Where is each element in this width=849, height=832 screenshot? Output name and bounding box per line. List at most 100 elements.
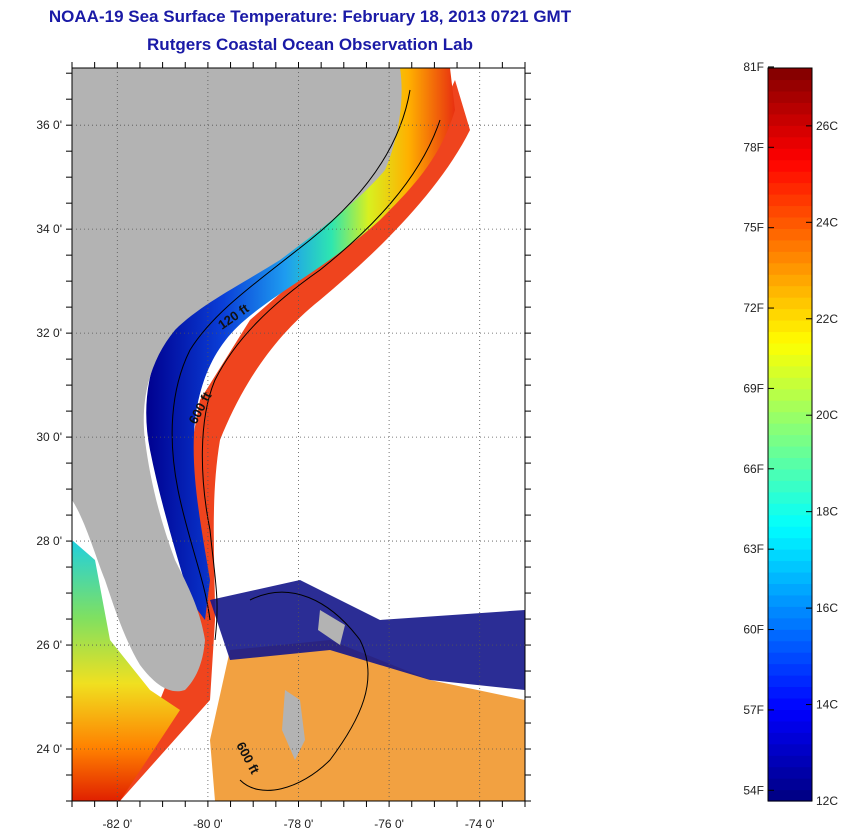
colorbar-band	[768, 411, 812, 424]
colorbar-band	[768, 743, 812, 756]
bahamas-island	[318, 610, 345, 645]
colorbar-band	[768, 239, 812, 252]
colorbar-band	[768, 159, 812, 172]
colorbar-band	[768, 136, 812, 149]
colorbar-band	[768, 789, 812, 802]
lon-tick-label: -78 0'	[284, 817, 314, 831]
colorbar-band	[768, 182, 812, 195]
colorbar-band	[768, 342, 812, 355]
axis-labels: 36 0' 34 0' 32 0' 30 0' 28 0' 26 0' 24 0' -82 0…	[36, 118, 494, 831]
colorbar-band	[768, 709, 812, 722]
colorbar-band	[768, 365, 812, 378]
celsius-label: 12C	[816, 794, 838, 808]
lon-tick-label: -76 0'	[374, 817, 404, 831]
sst-map: 120 ft 600 ft 600 ft 36 0'34 0'32 0'30 0…	[36, 62, 531, 831]
lon-tick-label: -82 0'	[102, 817, 132, 831]
colorbar-band	[768, 445, 812, 459]
colorbar-band	[768, 434, 812, 447]
celsius-label: 26C	[816, 119, 838, 133]
colorbar-band	[768, 697, 812, 710]
map-subtitle: Rutgers Coastal Ocean Observation Lab	[147, 35, 473, 54]
contour-600ft	[201, 119, 441, 641]
colorbar-band	[768, 732, 812, 745]
fahrenheit-label: 63F	[743, 542, 764, 556]
fahrenheit-label: 69F	[743, 381, 764, 395]
colorbar-band	[768, 251, 812, 264]
colorbar-band	[768, 457, 812, 470]
lat-tick-label: 24 0'	[36, 742, 62, 756]
colorbar-band	[768, 125, 812, 138]
colorbar-band	[768, 537, 812, 550]
colorbar-band	[768, 571, 812, 584]
fahrenheit-label: 78F	[743, 140, 764, 154]
colorbar-band	[768, 216, 812, 229]
fahrenheit-label: 72F	[743, 301, 764, 315]
colorbar-band	[768, 274, 812, 287]
colorbar-band	[768, 102, 812, 115]
shelf-water	[146, 68, 455, 620]
colorbar-band	[768, 617, 812, 630]
cold-patch-area	[210, 580, 525, 690]
colorbar-band	[768, 113, 812, 126]
map-title: NOAA-19 Sea Surface Temperature: Februar…	[48, 7, 572, 26]
colorbar-band	[768, 468, 812, 481]
colorbar-band	[768, 193, 812, 207]
colorbar-band	[768, 171, 812, 184]
fahrenheit-label: 66F	[743, 462, 764, 476]
fahrenheit-label: 57F	[743, 703, 764, 717]
colorbar-band	[768, 663, 812, 676]
gulf-of-mexico-water	[72, 540, 180, 801]
colorbar-band	[768, 68, 812, 81]
colorbar-band	[768, 594, 812, 607]
lat-tick-label: 28 0'	[36, 534, 62, 548]
colorbar-band	[768, 766, 812, 779]
colorbar-band	[768, 308, 812, 321]
colorbar-band	[768, 297, 812, 310]
colorbar-band	[768, 79, 812, 92]
celsius-label: 20C	[816, 408, 838, 422]
colorbar-band	[768, 148, 812, 161]
colorbar-band	[768, 720, 812, 733]
land-mass	[72, 68, 402, 692]
colorbar-labels: 81F 78F 75F 72F 69F 66F 63F 60F 57F 54F 26C 24C 22C 2…	[743, 60, 838, 808]
fahrenheit-label: 60F	[743, 623, 764, 637]
colorbar-band	[768, 262, 812, 275]
colorbar-band	[768, 354, 812, 367]
colorbar-band	[768, 549, 812, 562]
fahrenheit-label: 81F	[743, 60, 764, 74]
colorbar-band	[768, 205, 812, 218]
colorbar-band	[768, 377, 812, 390]
celsius-label: 22C	[816, 312, 838, 326]
lat-tick-label: 32 0'	[36, 326, 62, 340]
lat-tick-label: 30 0'	[36, 430, 62, 444]
bahamas-warm-water	[210, 640, 525, 801]
colorbar-band	[768, 560, 812, 573]
lat-tick-label: 26 0'	[36, 638, 62, 652]
colorbar-band	[768, 388, 812, 401]
temperature-colorbar: 81F 78F 75F 72F 69F 66F 63F 60F 57F 54F 26C 24C 22C 2…	[743, 60, 838, 808]
graticule	[66, 62, 531, 807]
contour-bahamas	[239, 591, 369, 791]
colorbar-band	[768, 606, 812, 619]
colorbar-band	[768, 480, 812, 493]
colorbar-band	[768, 319, 812, 333]
celsius-label: 14C	[816, 698, 838, 712]
colorbar-band	[768, 778, 812, 791]
colorbar-bands	[768, 68, 812, 802]
fahrenheit-label: 75F	[743, 221, 764, 235]
colorbar-band	[768, 755, 812, 768]
colorbar-band	[768, 423, 812, 436]
colorbar-band	[768, 503, 812, 516]
bahamas-island	[282, 690, 305, 760]
colorbar-band	[768, 90, 812, 103]
lon-tick-label: -80 0'	[193, 817, 223, 831]
lat-tick-label: 36 0'	[36, 118, 62, 132]
celsius-label: 16C	[816, 601, 838, 615]
colorbar-band	[768, 514, 812, 527]
colorbar-band	[768, 583, 812, 596]
colorbar-band	[768, 526, 812, 539]
colorbar-frame	[767, 67, 813, 802]
colorbar-band	[768, 652, 812, 665]
colorbar-band	[768, 285, 812, 298]
colorbar-band	[768, 400, 812, 413]
